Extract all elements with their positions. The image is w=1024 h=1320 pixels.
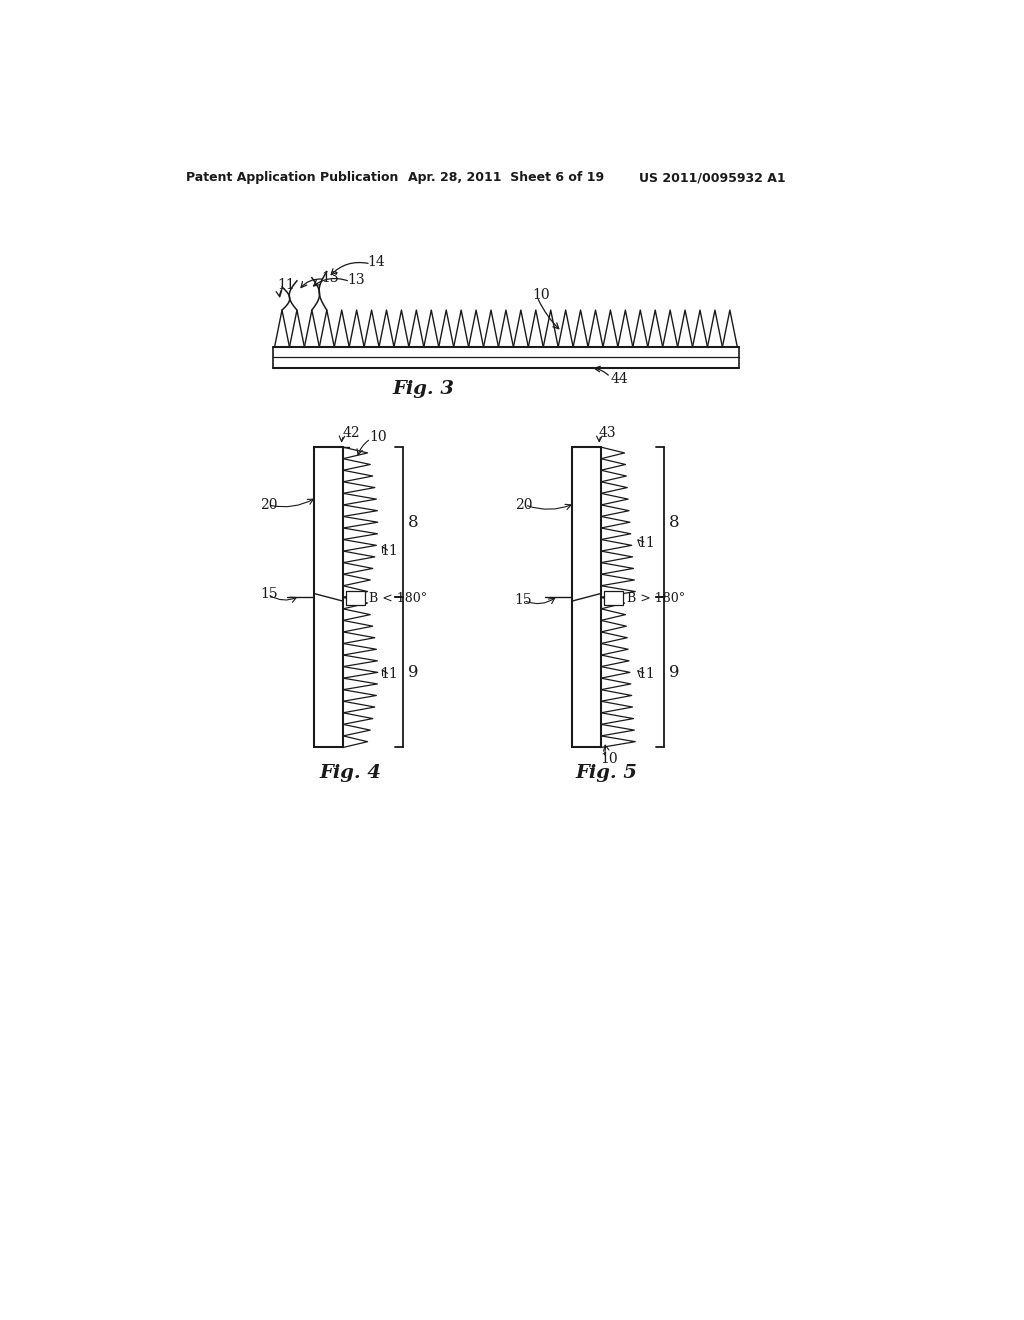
Text: 48: 48 (348, 593, 362, 603)
Text: 15: 15 (514, 594, 531, 607)
Text: Apr. 28, 2011  Sheet 6 of 19: Apr. 28, 2011 Sheet 6 of 19 (408, 172, 604, 185)
Text: 10: 10 (532, 289, 550, 302)
Text: 9: 9 (408, 664, 418, 681)
Bar (346, 591, 365, 605)
Text: US 2011/0095932 A1: US 2011/0095932 A1 (639, 172, 785, 185)
Text: 10: 10 (370, 430, 387, 444)
Text: 15: 15 (260, 587, 278, 601)
Text: Patent Application Publication: Patent Application Publication (186, 172, 398, 185)
Text: 11: 11 (637, 668, 655, 681)
Text: 13: 13 (322, 271, 339, 285)
Text: 20: 20 (260, 498, 278, 512)
Text: 10: 10 (600, 752, 617, 766)
Text: 44: 44 (610, 372, 628, 387)
Text: 11: 11 (381, 544, 398, 558)
Text: 9: 9 (669, 664, 679, 681)
Text: Fig. 5: Fig. 5 (575, 764, 637, 781)
Text: 11: 11 (276, 279, 295, 293)
Text: B < 180°: B < 180° (370, 591, 427, 605)
Bar (313, 447, 343, 747)
Text: 13: 13 (348, 273, 366, 286)
Bar (571, 447, 601, 747)
Text: 20: 20 (515, 498, 534, 512)
Text: 14: 14 (368, 255, 385, 269)
Text: 43: 43 (599, 426, 616, 441)
Bar (604, 591, 623, 605)
Text: 11: 11 (637, 536, 655, 550)
Text: 11: 11 (381, 668, 398, 681)
Text: 42: 42 (342, 426, 359, 441)
Text: 48: 48 (606, 593, 621, 603)
Text: Fig. 3: Fig. 3 (392, 380, 455, 399)
Text: 8: 8 (669, 513, 679, 531)
Text: B > 180°: B > 180° (628, 591, 685, 605)
Text: 8: 8 (408, 513, 419, 531)
Text: Fig. 4: Fig. 4 (319, 764, 381, 781)
